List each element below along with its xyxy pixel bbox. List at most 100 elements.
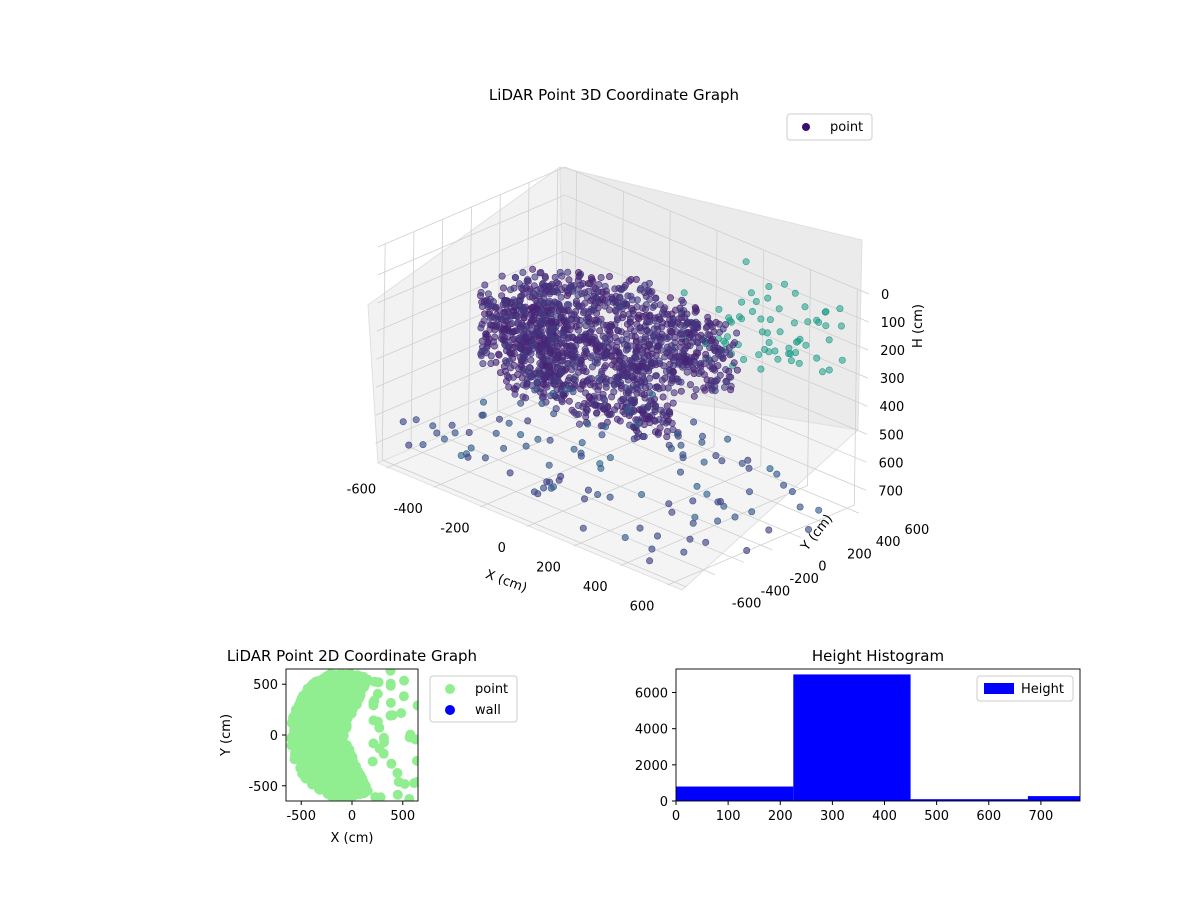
- point-3d: [813, 354, 821, 362]
- point-3d: [591, 401, 599, 409]
- point-3d: [699, 336, 707, 344]
- x-tick-label-hist: 100: [716, 809, 741, 824]
- point-2d: [367, 756, 378, 767]
- point-3d: [681, 321, 689, 329]
- point-3d: [537, 268, 545, 276]
- point-3d: [489, 298, 497, 306]
- point-3d: [645, 279, 653, 287]
- z-tick-label-3d: 400: [879, 400, 904, 415]
- point-3d: [691, 321, 699, 329]
- y-tick-label-3d: -200: [789, 572, 819, 587]
- point-3d: [611, 357, 619, 365]
- z-tick-label-3d: 600: [879, 456, 904, 471]
- point-3d: [838, 356, 846, 364]
- point-3d: [596, 342, 604, 350]
- point-2d: [304, 749, 315, 760]
- point-3d: [621, 372, 629, 380]
- point-3d: [677, 378, 685, 386]
- point-3d: [723, 378, 731, 386]
- point-3d: [530, 282, 538, 290]
- point-3d: [505, 419, 513, 427]
- point-3d: [680, 548, 688, 556]
- point-3d: [508, 312, 516, 320]
- point-3d: [621, 533, 629, 541]
- point-3d: [635, 430, 643, 438]
- point-3d: [653, 532, 661, 540]
- point-3d: [733, 329, 741, 337]
- point-2d: [349, 784, 360, 795]
- point-3d: [451, 429, 459, 437]
- point-3d: [590, 306, 598, 314]
- point-3d: [594, 386, 602, 394]
- point-3d: [552, 319, 560, 327]
- point-3d: [660, 408, 668, 416]
- chart-3d: LiDAR Point 3D Coordinate Graph -600-400…: [347, 86, 930, 615]
- point-3d: [571, 373, 579, 381]
- point-3d: [795, 359, 803, 367]
- point-3d: [815, 318, 823, 326]
- point-2d: [348, 757, 359, 768]
- point-3d: [614, 327, 622, 335]
- point-2d: [368, 700, 379, 711]
- point-3d: [555, 307, 563, 315]
- point-3d: [605, 343, 613, 351]
- point-3d: [825, 336, 833, 344]
- point-3d: [662, 367, 670, 375]
- point-3d: [541, 274, 549, 282]
- point-3d: [730, 359, 738, 367]
- point-3d: [522, 326, 530, 334]
- point-3d: [655, 385, 663, 393]
- point-3d: [658, 376, 666, 384]
- point-3d: [556, 362, 564, 370]
- point-3d: [602, 362, 610, 370]
- point-3d: [582, 322, 590, 330]
- point-3d: [531, 303, 539, 311]
- point-3d: [429, 422, 437, 430]
- point-3d: [633, 385, 641, 393]
- point-2d: [313, 746, 323, 757]
- point-2d: [412, 700, 418, 711]
- point-3d: [708, 323, 716, 331]
- z-tick-label-3d: 0: [881, 288, 889, 303]
- point-3d: [765, 526, 773, 534]
- point-2d: [315, 773, 326, 784]
- point-3d: [554, 335, 562, 343]
- x-tick-label-hist: 600: [976, 809, 1001, 824]
- point-3d: [568, 360, 576, 368]
- point-2d: [307, 763, 318, 773]
- point-3d: [523, 380, 531, 388]
- point-3d: [686, 381, 694, 389]
- grid-line-z: [376, 278, 868, 407]
- point-2d: [320, 742, 331, 753]
- histogram-bar: [676, 786, 794, 801]
- point-3d: [571, 349, 579, 357]
- point-3d: [563, 342, 571, 350]
- point-3d: [678, 309, 686, 317]
- point-3d: [663, 427, 671, 435]
- point-3d: [716, 497, 724, 505]
- y-tick-label-3d: 400: [876, 535, 901, 550]
- point-3d: [586, 280, 594, 288]
- point-2d: [385, 697, 396, 708]
- grid-line-x: [573, 250, 765, 547]
- point-3d: [711, 387, 719, 395]
- point-3d: [766, 465, 774, 473]
- point-3d: [641, 322, 649, 330]
- point-3d: [580, 495, 588, 503]
- point-3d: [626, 315, 634, 323]
- point-3d: [531, 386, 539, 394]
- z-ticks-3d: 0 100 200 300 400 500 600 700: [878, 288, 905, 499]
- point-3d: [495, 350, 503, 358]
- point-3d: [672, 375, 680, 383]
- point-3d: [510, 349, 518, 357]
- x-tick-label-3d: 600: [630, 600, 655, 615]
- point-3d: [499, 336, 507, 344]
- point-3d: [574, 302, 582, 310]
- point-3d: [646, 295, 654, 303]
- point-3d: [611, 285, 619, 293]
- point-3d: [481, 454, 489, 462]
- point-3d: [766, 316, 774, 324]
- point-3d: [674, 352, 682, 360]
- point-3d: [574, 356, 582, 364]
- x-axis-label-2d: X (cm): [331, 831, 374, 846]
